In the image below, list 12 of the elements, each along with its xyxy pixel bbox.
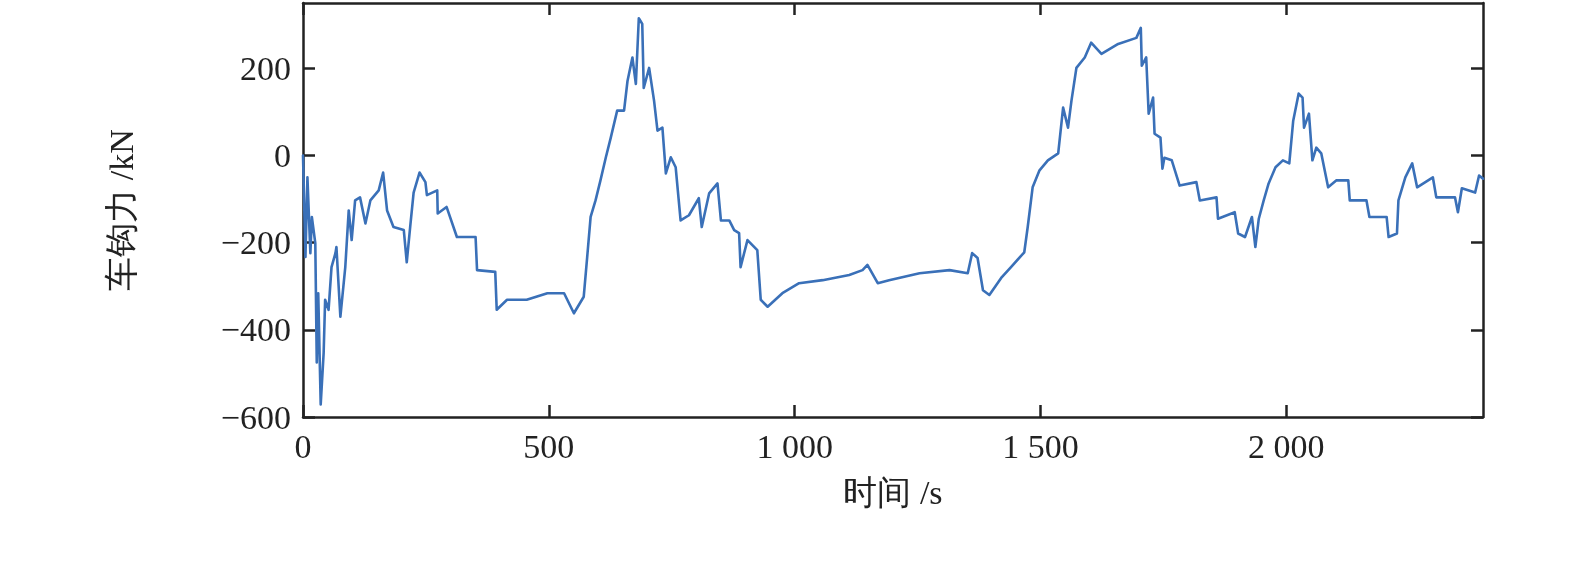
y-tick-label: −600 xyxy=(220,398,291,436)
y-tick-label: −400 xyxy=(220,311,291,349)
y-tick-label: 0 xyxy=(274,137,291,175)
x-tick-label: 2 000 xyxy=(1248,427,1325,465)
line-series xyxy=(301,16,1485,406)
y-axis-title: 车钩力 /kN xyxy=(102,129,140,291)
x-axis-title: 时间 /s xyxy=(843,473,943,511)
y-tick-label: 200 xyxy=(240,49,291,87)
x-tick-label: 500 xyxy=(523,427,575,465)
x-tick-label: 1 500 xyxy=(1002,427,1079,465)
y-tick-label: −200 xyxy=(220,224,291,262)
x-tick-label: 1 000 xyxy=(756,427,833,465)
